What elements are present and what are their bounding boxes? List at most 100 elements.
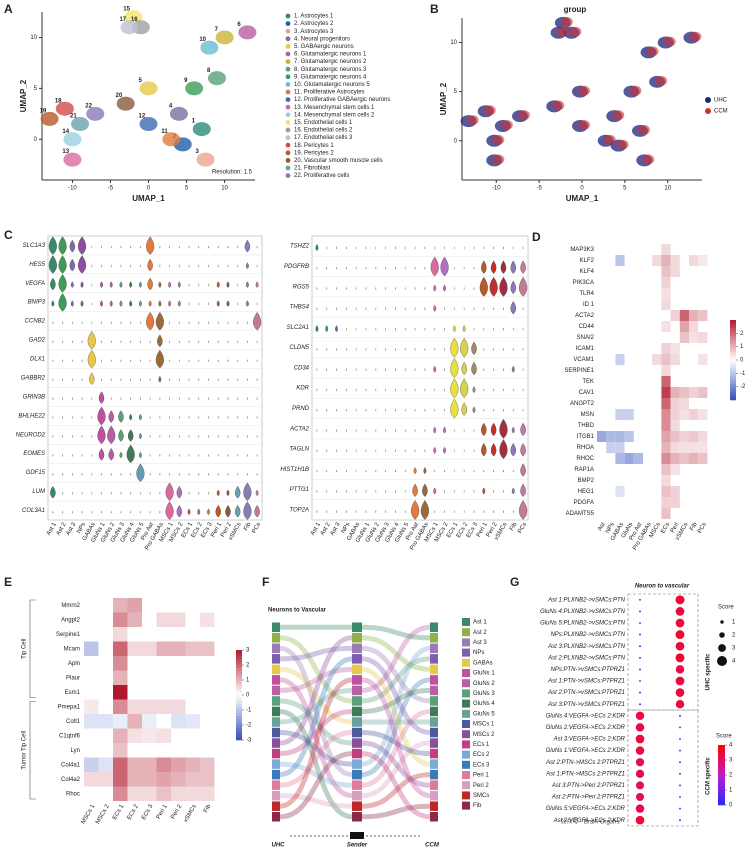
- violin: [414, 266, 416, 270]
- violin: [256, 472, 258, 476]
- x-axis-label: UMAP_1: [566, 194, 599, 203]
- violin: [411, 500, 420, 520]
- colorbar-label: 2: [740, 331, 744, 337]
- violin: [81, 340, 83, 344]
- violin: [129, 300, 133, 307]
- legend-swatch: [462, 791, 470, 800]
- heat-cell: [113, 612, 128, 627]
- legend-label: Ast 2: [473, 630, 487, 636]
- sankey-node: [430, 654, 438, 664]
- dot: [635, 769, 645, 778]
- violin: [453, 307, 455, 311]
- violin: [81, 453, 83, 457]
- heat-cell: [615, 442, 625, 453]
- violin: [385, 489, 387, 493]
- violin: [365, 347, 367, 351]
- violin: [473, 327, 475, 331]
- violin: [512, 327, 514, 331]
- violin: [414, 347, 416, 351]
- sankey-node: [352, 759, 362, 769]
- violin: [414, 368, 416, 372]
- violin: [188, 283, 190, 287]
- violin: [217, 472, 219, 476]
- violin: [120, 396, 122, 401]
- violin: [139, 340, 141, 344]
- violin: [444, 246, 446, 250]
- legend-swatch: [285, 51, 291, 57]
- cluster-label: 17: [119, 17, 126, 23]
- violin: [502, 510, 504, 514]
- violin: [326, 489, 328, 493]
- violin: [130, 491, 132, 495]
- violin: [51, 300, 55, 307]
- violin: [434, 327, 436, 331]
- heat-cell: [142, 699, 157, 714]
- sankey-node: [430, 675, 438, 685]
- cluster-label: 13: [62, 149, 69, 155]
- legend-label: 22. Proliferative cells: [294, 173, 349, 179]
- violin: [169, 264, 171, 268]
- colorbar-step: [718, 751, 725, 754]
- violin: [326, 428, 328, 433]
- violin: [355, 489, 357, 493]
- cluster-label: 14: [62, 129, 69, 135]
- sankey-node: [272, 664, 280, 675]
- row-label: VCAM1: [573, 357, 594, 363]
- violin: [404, 307, 406, 311]
- violin: [71, 415, 73, 420]
- heat-cell: [127, 728, 142, 743]
- violin: [139, 264, 141, 268]
- violin: [444, 388, 446, 392]
- violin: [130, 321, 132, 325]
- row-label: PDGFA: [574, 500, 594, 506]
- violin: [355, 368, 357, 372]
- dot: [675, 595, 685, 605]
- violin: [80, 300, 84, 307]
- colorbar-step: [730, 392, 736, 395]
- violin: [178, 434, 180, 438]
- cluster-blob: [139, 117, 158, 131]
- violin: [52, 415, 54, 420]
- heat-cell: [661, 277, 671, 288]
- cluster-blob: [192, 122, 211, 137]
- col-label: MSCs 2: [95, 803, 111, 825]
- flow: [279, 687, 353, 725]
- legend-swatch: [462, 689, 470, 698]
- violin: [499, 418, 508, 439]
- heat-cell: [679, 310, 689, 321]
- violin: [129, 413, 133, 421]
- violin: [512, 510, 514, 514]
- violin: [187, 508, 191, 516]
- violin: [433, 487, 437, 495]
- colorbar-step: [730, 362, 736, 366]
- violin: [255, 281, 259, 288]
- heat-cell: [670, 398, 680, 409]
- violin: [483, 469, 485, 473]
- violin: [490, 260, 497, 274]
- violin: [246, 453, 248, 457]
- violin: [216, 300, 220, 307]
- violin: [48, 255, 57, 274]
- heat-cell: [670, 420, 680, 431]
- violin: [198, 245, 200, 249]
- legend-label: 11. Proliferative Astrocytes: [294, 90, 365, 96]
- heat-cell: [679, 387, 689, 398]
- violin: [375, 510, 377, 514]
- violin: [119, 281, 123, 288]
- heat-cell: [661, 255, 671, 266]
- heat-cell: [156, 699, 171, 714]
- violin: [158, 300, 162, 307]
- violin: [130, 359, 132, 363]
- violin: [453, 510, 455, 514]
- violin: [512, 408, 514, 412]
- size-legend-title: Score: [718, 605, 734, 611]
- dot: [639, 691, 641, 694]
- heat-cell: [698, 255, 708, 266]
- cluster-blob: [40, 111, 59, 126]
- row-label: Serpine1: [56, 632, 81, 638]
- legend-swatch: [462, 709, 470, 718]
- violin: [48, 236, 57, 255]
- violin: [414, 307, 416, 311]
- panel-label: B: [430, 2, 439, 16]
